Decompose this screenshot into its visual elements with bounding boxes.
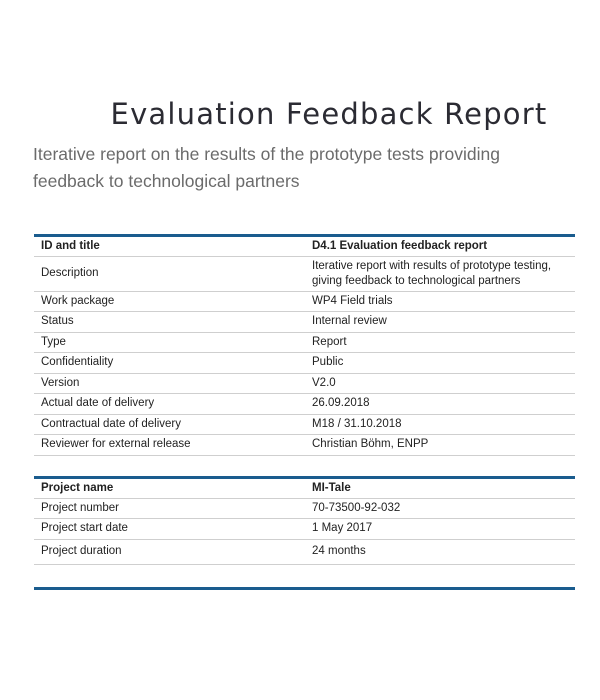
row-key: Project number <box>34 498 305 519</box>
row-value: 26.09.2018 <box>305 393 575 415</box>
row-value: WP4 Field trials <box>305 291 575 312</box>
table-row: ID and title D4.1 Evaluation feedback re… <box>34 235 575 257</box>
document-subtitle: Iterative report on the results of the p… <box>33 144 500 191</box>
row-value: Iterative report with results of prototy… <box>305 256 575 292</box>
row-value: MI-Tale <box>305 477 575 499</box>
table-row: Actual date of delivery 26.09.2018 <box>34 393 575 415</box>
row-value: Christian Böhm, ENPP <box>305 434 575 456</box>
row-key: Contractual date of delivery <box>34 414 305 435</box>
table-row: Work package WP4 Field trials <box>34 291 575 312</box>
row-key: Type <box>34 332 305 353</box>
table-row: Reviewer for external release Christian … <box>34 434 575 456</box>
row-key: Confidentiality <box>34 352 305 374</box>
bottom-divider-rule <box>34 587 575 590</box>
row-key: Actual date of delivery <box>34 393 305 415</box>
row-value: D4.1 Evaluation feedback report <box>305 235 575 257</box>
row-value: 70-73500-92-032 <box>305 498 575 519</box>
table-row: Status Internal review <box>34 311 575 333</box>
row-key: Project name <box>34 477 305 499</box>
row-value: Internal review <box>305 311 575 333</box>
row-key: Description <box>34 256 305 292</box>
row-key: Status <box>34 311 305 333</box>
table-row: Confidentiality Public <box>34 352 575 374</box>
row-key: Project duration <box>34 539 305 565</box>
row-key: ID and title <box>34 235 305 257</box>
row-value: Report <box>305 332 575 353</box>
row-value: 1 May 2017 <box>305 518 575 540</box>
table-row: Project name MI-Tale <box>34 477 575 499</box>
row-value: M18 / 31.10.2018 <box>305 414 575 435</box>
table-row: Project number 70-73500-92-032 <box>34 498 575 519</box>
table-row: Description Iterative report with result… <box>34 256 575 292</box>
table-row: Type Report <box>34 332 575 353</box>
table-row: Project start date 1 May 2017 <box>34 518 575 540</box>
row-key: Reviewer for external release <box>34 434 305 456</box>
project-info-table: Project name MI-Tale Project number 70-7… <box>34 476 575 565</box>
table-row: Project duration 24 months <box>34 539 575 565</box>
row-key: Project start date <box>34 518 305 540</box>
row-value: 24 months <box>305 539 575 565</box>
table-row: Version V2.0 <box>34 373 575 394</box>
deliverable-info-table: ID and title D4.1 Evaluation feedback re… <box>34 234 575 456</box>
row-key: Version <box>34 373 305 394</box>
row-value: Public <box>305 352 575 374</box>
table-row: Contractual date of delivery M18 / 31.10… <box>34 414 575 435</box>
row-value: V2.0 <box>305 373 575 394</box>
row-key: Work package <box>34 291 305 312</box>
document-title: Evaluation Feedback Report <box>110 97 548 131</box>
